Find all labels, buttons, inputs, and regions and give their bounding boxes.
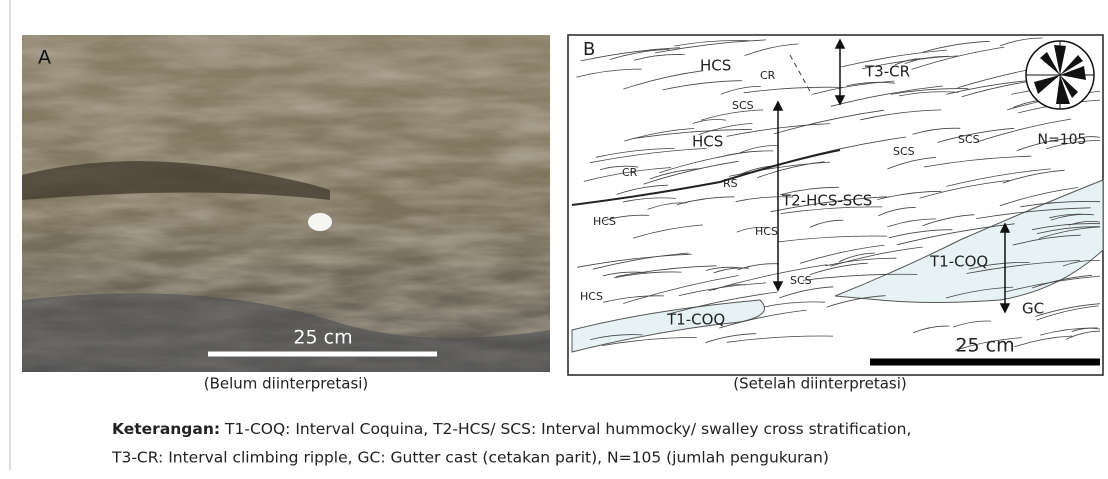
structure-label: T2-HCS-SCS <box>781 192 872 210</box>
photo-panel: 25 cm A <box>22 35 550 372</box>
structure-label: HCS <box>580 290 603 303</box>
structure-label: HCS <box>755 225 778 238</box>
structure-label: HCS <box>593 215 616 228</box>
sketch-panel: 25 cm B N=105 HCS CR T3-CR SCS HCS SCS S… <box>568 35 1103 375</box>
coin <box>308 213 332 231</box>
panel-label: B <box>583 39 595 60</box>
structure-label: CR <box>760 69 776 82</box>
legend-line: Keterangan: T1-COQ: Interval Coquina, T2… <box>112 420 911 438</box>
structure-label: SCS <box>732 99 754 112</box>
count-label: N=105 <box>1038 132 1087 148</box>
structure-label: GC <box>1022 300 1044 318</box>
structure-label: CR <box>622 166 638 179</box>
structure-label: HCS <box>700 57 731 75</box>
structure-label: SCS <box>790 274 812 287</box>
legend-line: T3-CR: Interval climbing ripple, GC: Gut… <box>111 449 829 467</box>
legend-text: T1-COQ: Interval Coquina, T2-HCS/ SCS: I… <box>220 420 911 438</box>
figure: 25 cm A (Belum diinterpretasi) 25 cm B N… <box>0 0 1108 479</box>
structure-label: T1-COQ <box>666 311 725 329</box>
structure-label: T1-COQ <box>929 253 988 271</box>
panel-caption: (Belum diinterpretasi) <box>204 375 369 393</box>
panel-caption: (Setelah diinterpretasi) <box>733 375 906 393</box>
structure-label: T3-CR <box>864 63 910 81</box>
structure-label: HCS <box>692 133 723 151</box>
legend-heading: Keterangan: <box>112 420 220 438</box>
scale-label: 25 cm <box>955 335 1014 357</box>
structure-label: SCS <box>958 133 980 146</box>
structure-label: SCS <box>893 145 915 158</box>
rose-diagram <box>1026 41 1094 109</box>
panel-label: A <box>38 47 51 69</box>
structure-label: RS <box>723 177 738 190</box>
scale-label: 25 cm <box>293 327 352 349</box>
